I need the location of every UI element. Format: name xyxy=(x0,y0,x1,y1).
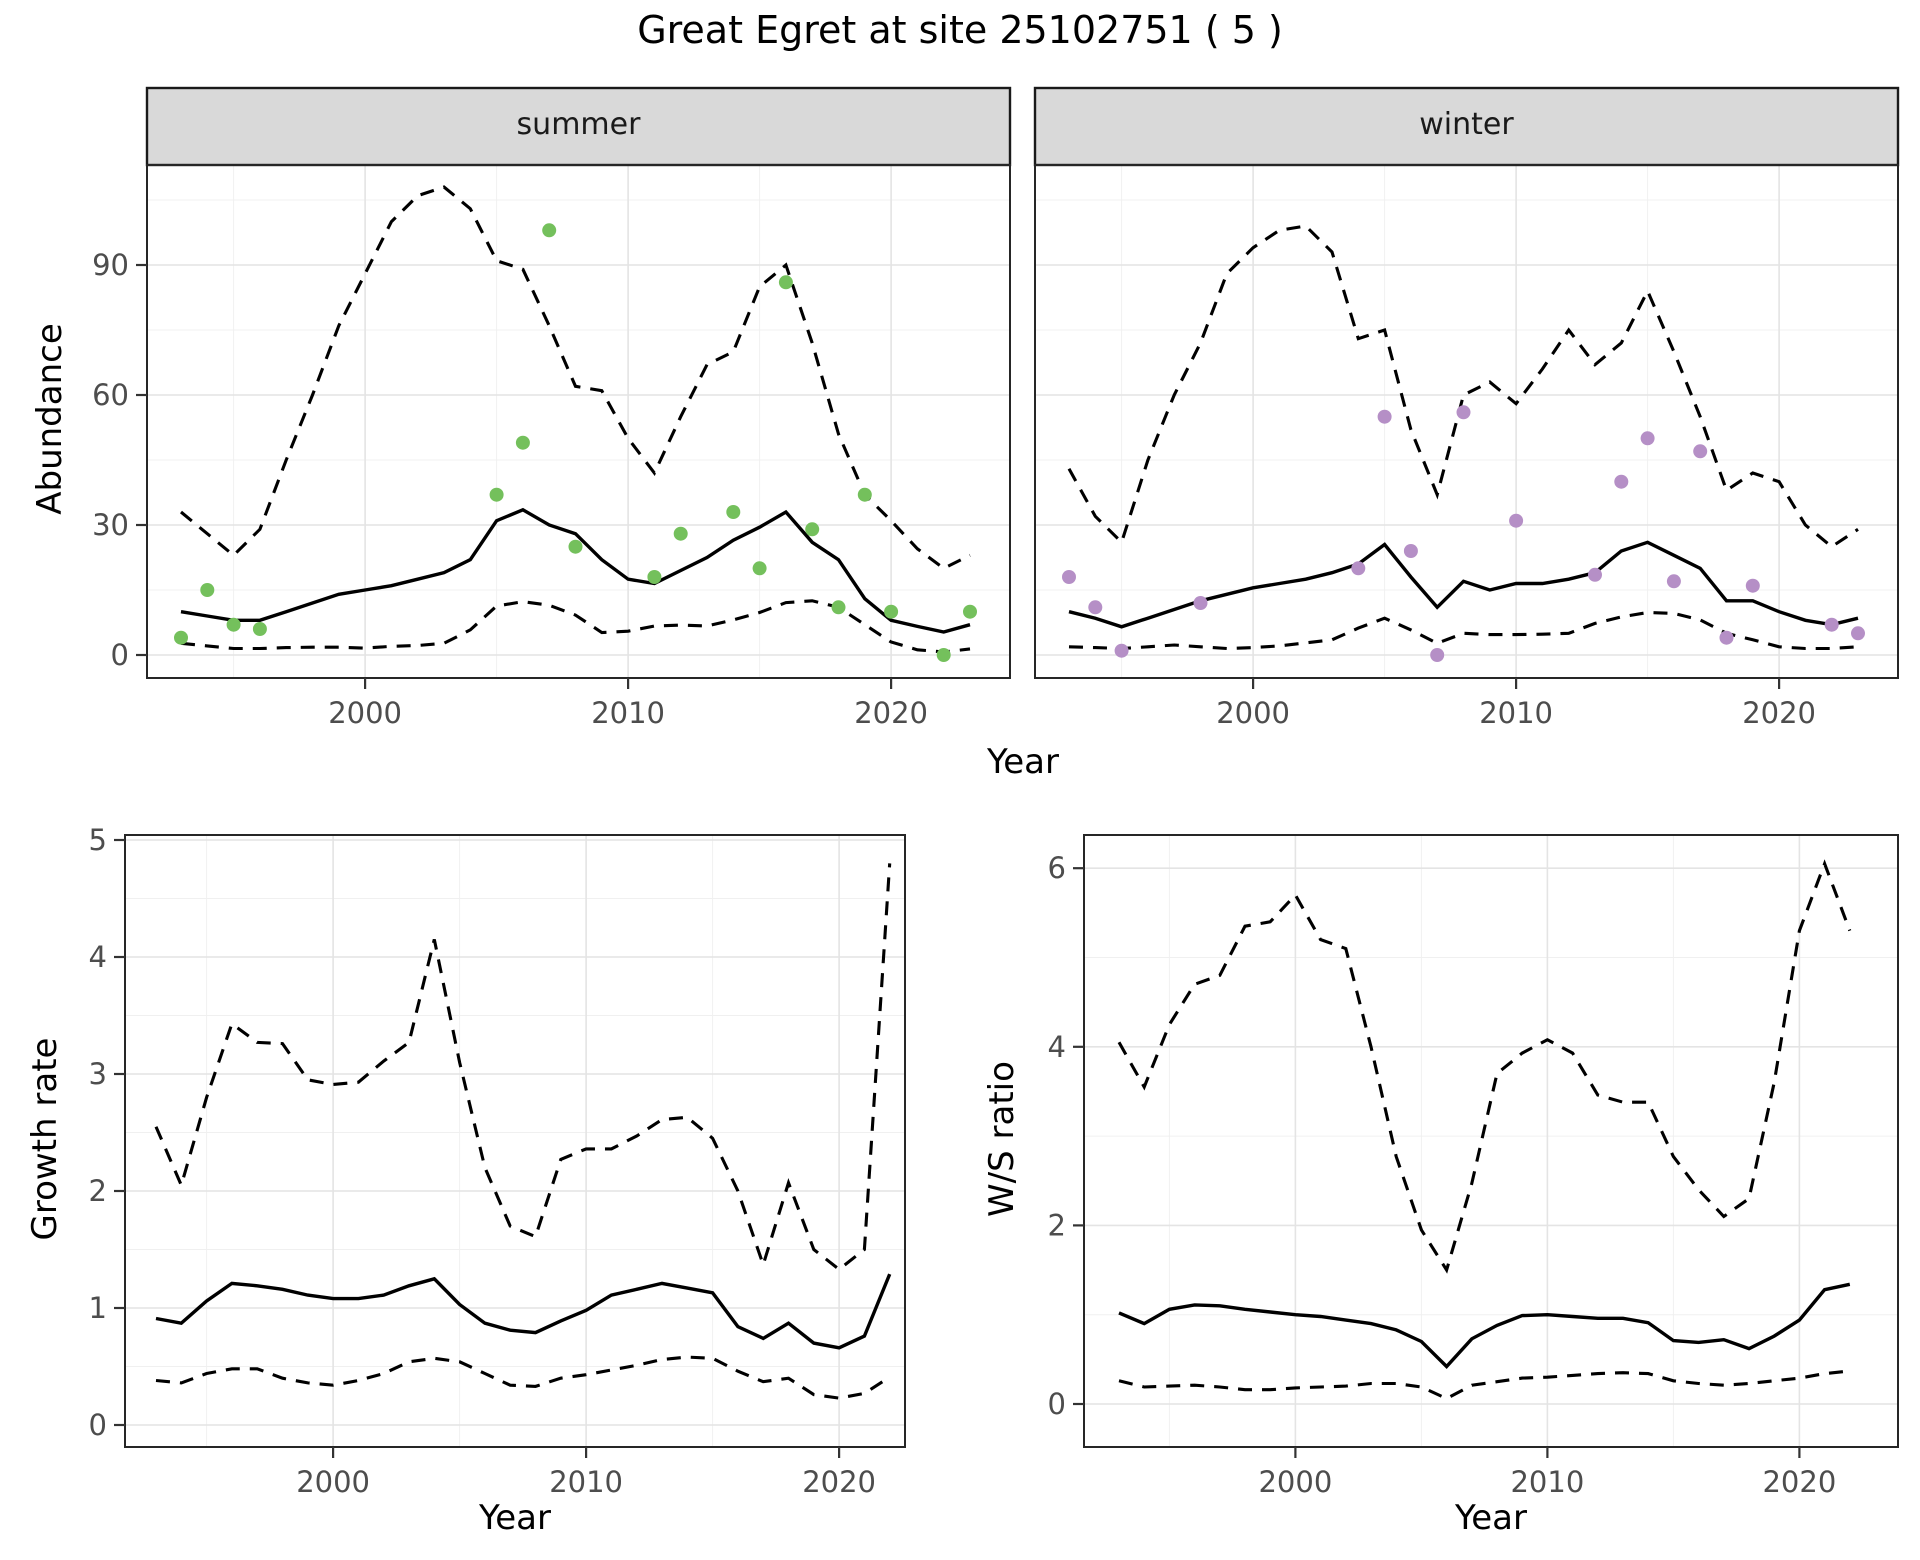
y-tick-label: 0 xyxy=(1048,1387,1066,1421)
y-tick-label: 1 xyxy=(89,1291,107,1325)
x-tick-label: 2020 xyxy=(802,1465,876,1499)
data-point xyxy=(1351,561,1366,576)
data-point xyxy=(884,604,899,619)
data-point xyxy=(752,561,767,576)
y-tick-label: 30 xyxy=(92,508,129,542)
data-point xyxy=(1640,431,1655,446)
facet-strip-label-summer: summer xyxy=(516,107,641,142)
data-point xyxy=(963,604,977,619)
data-point xyxy=(1456,405,1471,420)
panel-abundance_winter: 2000 2010 2020 xyxy=(1033,86,1900,730)
facet-strip xyxy=(145,86,1012,167)
series-upper_ci xyxy=(154,863,892,1272)
facet-strip-label-winter: winter xyxy=(1419,107,1514,142)
y-tick-label: 2 xyxy=(1048,1208,1066,1242)
series-lower_ci xyxy=(155,1355,891,1400)
panel-border xyxy=(1034,164,1899,679)
y-tick-label: 90 xyxy=(92,248,129,282)
panel-border xyxy=(124,834,906,1448)
series-median xyxy=(180,507,971,634)
data-point xyxy=(1666,574,1681,589)
data-point xyxy=(1719,630,1734,645)
y-tick-label: 60 xyxy=(92,378,129,412)
x-tick-label: 2000 xyxy=(1216,696,1290,730)
data-point xyxy=(1377,409,1392,424)
data-point xyxy=(489,487,504,502)
y-axis-title-growth-rate: Growth rate xyxy=(25,1037,65,1241)
y-tick-label: 2 xyxy=(89,1174,107,1208)
series-median xyxy=(155,1273,892,1350)
y-tick-label: 6 xyxy=(1048,851,1066,885)
y-tick-label: 0 xyxy=(89,1408,107,1442)
x-axis-title-year-growth: Year xyxy=(479,1498,551,1538)
x-tick-label: 2000 xyxy=(296,1465,370,1499)
x-tick-label: 2010 xyxy=(591,696,665,730)
data-point xyxy=(936,648,951,662)
data-point xyxy=(778,275,793,290)
data-point xyxy=(857,487,872,502)
series-median xyxy=(1118,1282,1851,1369)
data-point xyxy=(515,435,530,450)
data-point xyxy=(673,526,688,541)
data-point xyxy=(1430,648,1445,662)
data-point xyxy=(1588,567,1602,582)
x-tick-label: 2010 xyxy=(1510,1465,1584,1499)
data-point xyxy=(568,539,583,554)
data-point xyxy=(805,522,820,537)
series-lower_ci xyxy=(1118,1369,1850,1401)
data-point xyxy=(647,570,662,584)
series-upper_ci xyxy=(180,185,971,571)
data-point xyxy=(200,583,215,597)
y-axis-title-abundance: Abundance xyxy=(30,323,70,515)
data-point xyxy=(1824,617,1839,632)
panel-border xyxy=(146,164,1011,679)
panel-growth_rate: 2000 2010 2020 0 1 2 3 4 5 xyxy=(89,823,906,1499)
data-point xyxy=(1851,626,1865,641)
x-tick-label: 2010 xyxy=(549,1465,623,1499)
y-axis-title-ws-ratio: W/S ratio xyxy=(982,1061,1022,1217)
x-tick-label: 2020 xyxy=(1762,1465,1836,1499)
y-tick-label: 5 xyxy=(89,823,107,857)
x-tick-label: 2020 xyxy=(854,696,928,730)
x-axis-title-year-ws: Year xyxy=(1455,1498,1527,1538)
data-point xyxy=(174,630,188,645)
data-point xyxy=(1403,544,1418,558)
x-tick-label: 2010 xyxy=(1479,696,1553,730)
panel-abundance_summer: 2000 2010 2020 0 30 60 90 xyxy=(92,86,1012,730)
y-tick-label: 3 xyxy=(89,1057,107,1091)
data-point xyxy=(542,223,557,238)
data-point xyxy=(1745,578,1760,593)
data-point xyxy=(1193,596,1208,610)
data-point xyxy=(1509,513,1524,528)
panel-ws_ratio: 2000 2010 2020 0 2 4 6 xyxy=(1048,834,1899,1499)
y-tick-label: 0 xyxy=(111,638,129,672)
y-tick-label: 4 xyxy=(89,940,107,974)
data-point xyxy=(1062,570,1076,584)
x-tick-label: 2000 xyxy=(328,696,402,730)
data-point xyxy=(1614,474,1629,489)
data-point xyxy=(831,600,846,615)
y-tick-label: 4 xyxy=(1048,1030,1066,1064)
data-point xyxy=(1114,643,1129,658)
data-point xyxy=(226,617,241,632)
series-upper_ci xyxy=(1117,859,1852,1274)
x-axis-title-year-top: Year xyxy=(987,742,1059,782)
data-point xyxy=(1088,600,1103,615)
data-point xyxy=(726,505,741,519)
data-point xyxy=(252,622,267,636)
chart-title: Great Egret at site 25102751 ( 5 ) xyxy=(637,8,1283,52)
x-tick-label: 2000 xyxy=(1258,1465,1332,1499)
x-tick-label: 2020 xyxy=(1742,696,1816,730)
data-point xyxy=(1693,444,1708,459)
panel-border xyxy=(1083,834,1899,1448)
